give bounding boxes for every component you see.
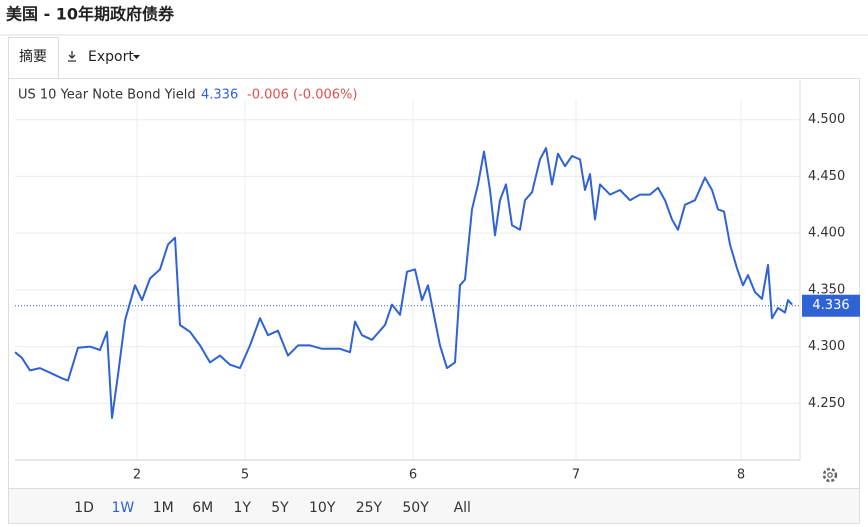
caret xyxy=(133,55,140,59)
range-button[interactable]: 1W xyxy=(111,500,134,516)
change: -0.006 (-0.006%) xyxy=(247,88,357,103)
plot: 4.250 4.300 4.350 4.400 4.450 4.500 2 5 6 7 8 4.336 xyxy=(14,80,860,483)
range-button[interactable]: 1Y xyxy=(233,500,251,516)
range-button[interactable]: 50Y xyxy=(402,500,429,516)
range-button[interactable]: All xyxy=(454,500,471,516)
range-button[interactable]: 10Y xyxy=(309,500,336,516)
chart-title: US 10 Year Note Bond Yield xyxy=(18,88,196,103)
y-tick-label: 4.400 xyxy=(808,226,845,241)
range-button[interactable]: 6M xyxy=(192,500,213,516)
settings-icon[interactable] xyxy=(822,467,838,483)
export-button[interactable]: Export xyxy=(68,49,140,65)
y-tick-label: 4.450 xyxy=(808,169,845,184)
page-title: 美国 - 10年期政府债券 xyxy=(6,5,175,24)
y-tick-label: 4.250 xyxy=(808,396,845,411)
last-value: 4.336 xyxy=(201,88,238,103)
gear-hub xyxy=(827,472,833,478)
download-icon xyxy=(68,51,76,62)
range-bar xyxy=(8,488,860,524)
gear[interactable] xyxy=(822,467,838,483)
y-tick-label: 4.500 xyxy=(808,112,845,127)
x-tick-label: 8 xyxy=(737,468,745,483)
export-label[interactable]: Export xyxy=(88,49,134,65)
x-tick-label: 7 xyxy=(572,468,580,483)
range-button[interactable]: 5Y xyxy=(271,500,289,516)
chart-frame xyxy=(8,78,860,489)
range-button[interactable]: 1D xyxy=(74,500,94,516)
tab-label[interactable]: 摘要 xyxy=(19,48,47,65)
line-series xyxy=(14,147,793,419)
last-value-box xyxy=(802,294,860,317)
x-tick-label: 2 xyxy=(133,468,141,483)
x-tick-label: 5 xyxy=(241,468,249,483)
range-button[interactable]: 25Y xyxy=(356,500,383,516)
y-tick-label: 4.350 xyxy=(808,282,845,297)
range-button[interactable]: 1M xyxy=(153,500,174,516)
y-tick-label: 4.300 xyxy=(808,339,845,354)
range-buttons: 1D 1W 1M 6M 1Y 5Y 10Y 25Y 50Y All xyxy=(74,500,471,516)
last-value-label: 4.336 xyxy=(812,298,849,313)
x-tick-label: 6 xyxy=(409,468,417,483)
